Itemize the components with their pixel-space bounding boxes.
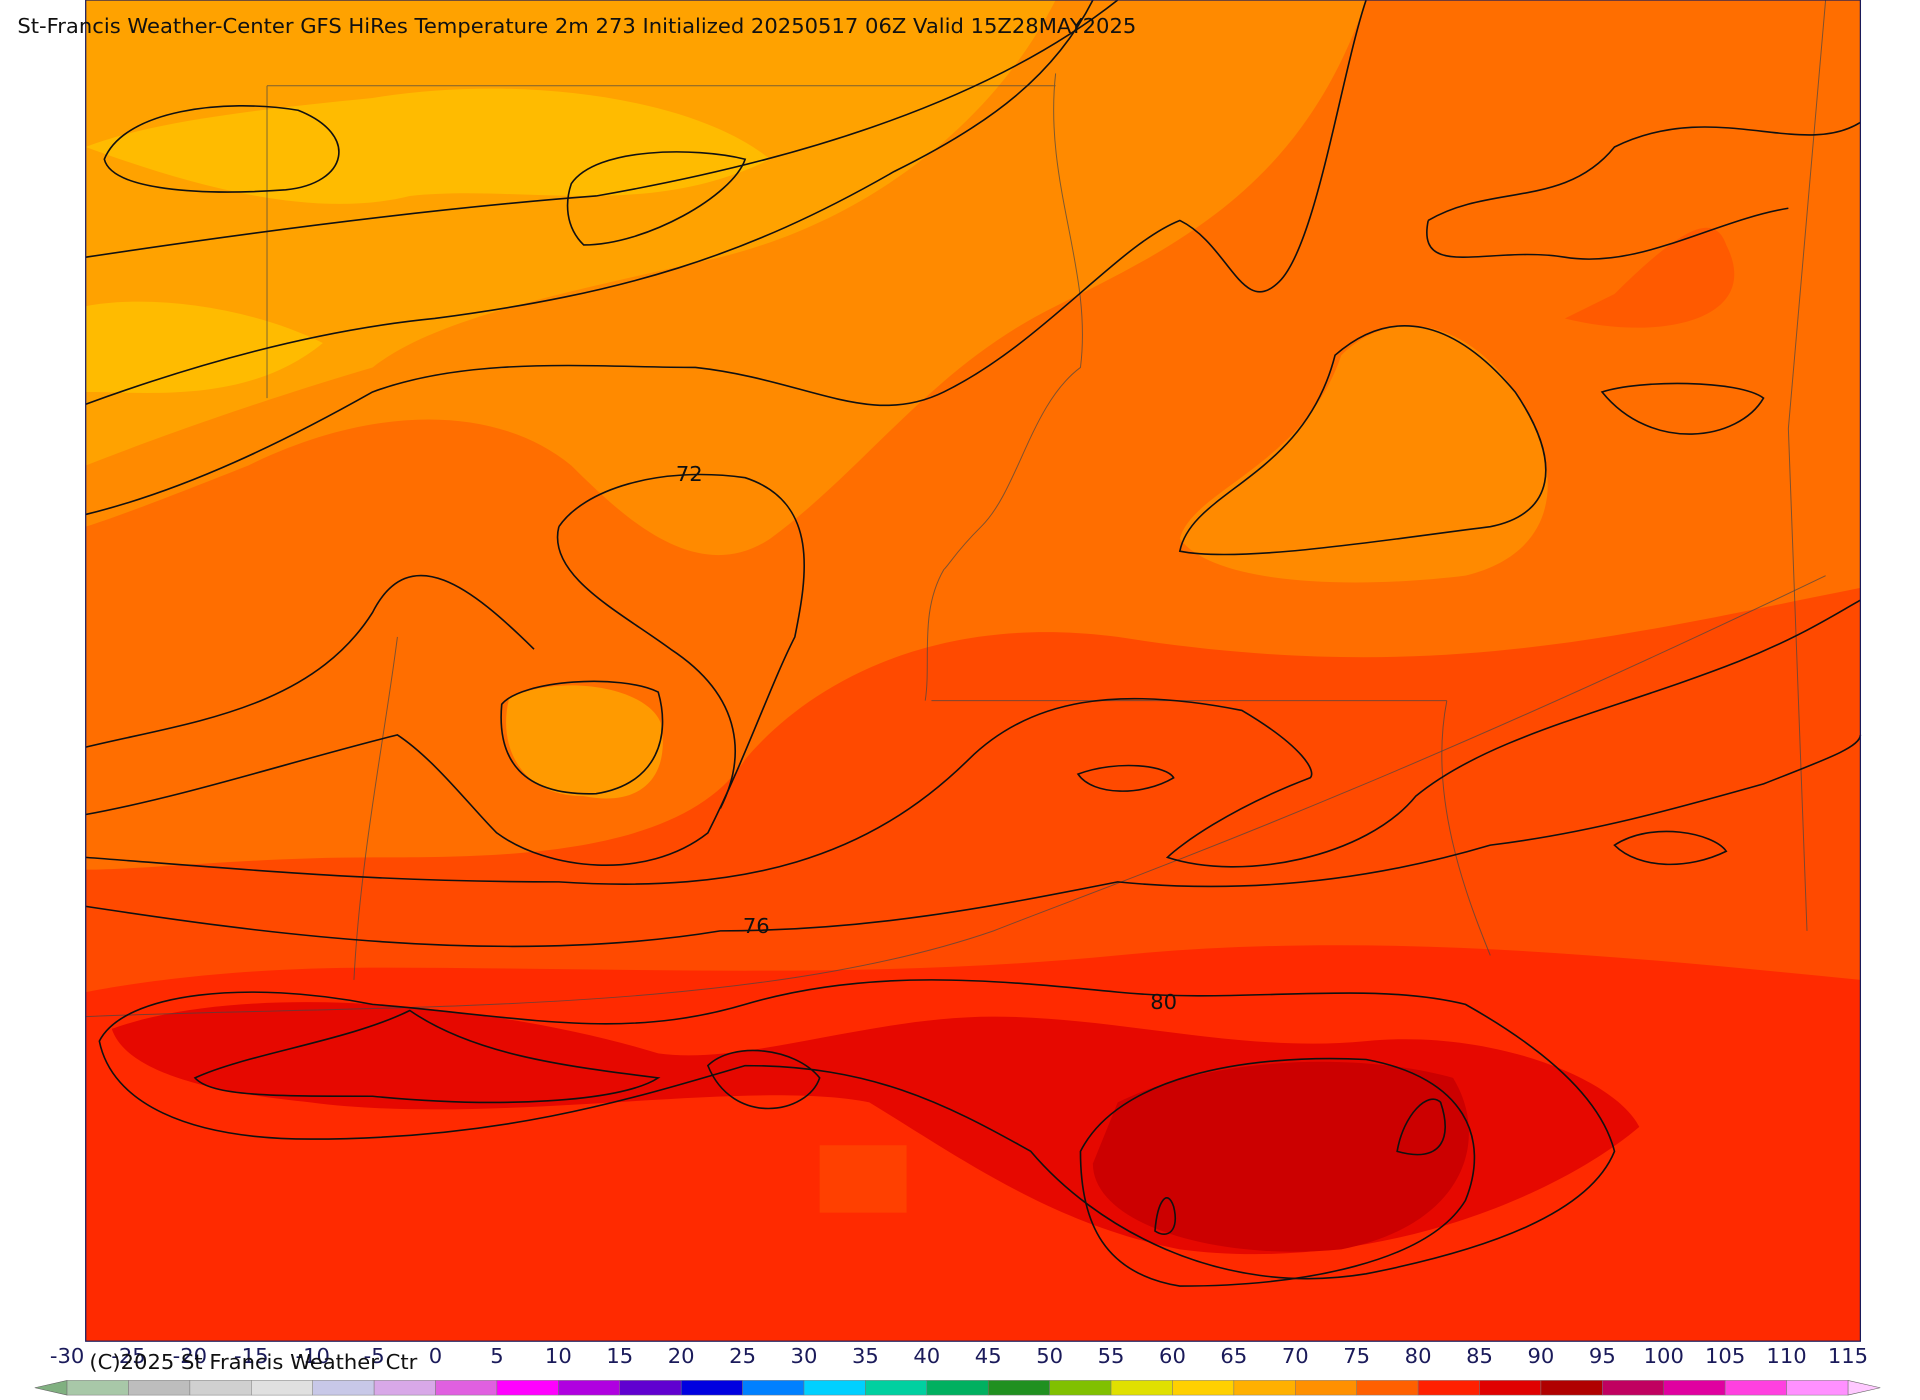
colorbar-cell	[926, 1380, 989, 1396]
colorbar-cell	[435, 1380, 498, 1396]
colorbar-tick-label: 65	[1220, 1344, 1247, 1368]
colorbar-cell	[66, 1380, 129, 1396]
colorbar-cell	[742, 1380, 805, 1396]
colorbar-cell	[496, 1380, 559, 1396]
colorbar-cell	[803, 1380, 866, 1396]
colorbar-tick-label: 100	[1644, 1344, 1684, 1368]
colorbar-tick-label: -30	[50, 1344, 84, 1368]
temp-blob	[85, 88, 770, 393]
colorbar-tick-label: 45	[975, 1344, 1002, 1368]
colorbar-tick-label: 75	[1343, 1344, 1370, 1368]
colorbar-tick-label: 5	[490, 1344, 503, 1368]
colorbar-tick-label: 95	[1589, 1344, 1616, 1368]
colorbar-cell	[1049, 1380, 1112, 1396]
colorbar-tick-label: -20	[173, 1344, 207, 1368]
colorbar-tick-label: 55	[1098, 1344, 1125, 1368]
colorbar-tick-label: 115	[1828, 1344, 1868, 1368]
colorbar-cell	[1663, 1380, 1726, 1396]
colorbar-cell	[680, 1380, 743, 1396]
colorbar-cell	[987, 1380, 1050, 1396]
colorbar-cell	[1479, 1380, 1542, 1396]
colorbar-cell	[189, 1380, 252, 1396]
temp-blob	[506, 685, 663, 799]
colorbar-tick-label: 30	[791, 1344, 818, 1368]
colorbar-tick-label: 15	[606, 1344, 633, 1368]
colorbar-cell	[1786, 1380, 1849, 1396]
colorbar-cell	[1417, 1380, 1480, 1396]
colorbar-cell	[128, 1380, 191, 1396]
colorbar-tick-label: 35	[852, 1344, 879, 1368]
colorbar-cell	[1540, 1380, 1603, 1396]
temp-blob	[1092, 1061, 1469, 1252]
colorbar-cell	[1233, 1380, 1296, 1396]
colorbar-tick-label: 20	[668, 1344, 695, 1368]
colorbar-cell	[865, 1380, 928, 1396]
colorbar-tick-label: 10	[545, 1344, 572, 1368]
colorbar-cell	[1295, 1380, 1357, 1396]
colorbar-tick-label: 110	[1766, 1344, 1806, 1368]
temp-blob	[1179, 325, 1548, 583]
colorbar-cell	[373, 1380, 436, 1396]
colorbar-cell	[619, 1380, 682, 1396]
copyright: (C)2025 St Francis Weather Ctr	[89, 1350, 417, 1374]
colorbar-cell	[558, 1380, 621, 1396]
colorbar-tick-label: 50	[1036, 1344, 1063, 1368]
borders	[85, 0, 1827, 1018]
contour-label: 80	[1150, 990, 1177, 1014]
colorbar-tick-label: -15	[234, 1344, 268, 1368]
colorbar-arrow	[1847, 1380, 1881, 1396]
contours	[85, 0, 1862, 1287]
title: St-Francis Weather-Center GFS HiRes Temp…	[17, 14, 1136, 38]
contour-label: 76	[743, 914, 770, 938]
map-frame	[85, 0, 1862, 1342]
colorbar: -30 -25 -20 -15 -10 -5 0 5 10 15 20 25 30 35 40 45 50 55 6…	[34, 1344, 1881, 1396]
colorbar-tick-label: -25	[111, 1344, 145, 1368]
colorbar-cell	[1172, 1380, 1235, 1396]
colorbar-cell	[312, 1380, 375, 1396]
contour-label: 72	[676, 462, 703, 486]
temp-blob	[819, 1145, 907, 1213]
colorbar-cell	[1724, 1380, 1787, 1396]
colorbar-cell	[1110, 1380, 1173, 1396]
colorbar-cell	[251, 1380, 313, 1396]
colorbar-tick-label: 85	[1466, 1344, 1493, 1368]
colorbar-tick-label: 60	[1159, 1344, 1186, 1368]
colorbar-tick-label: 80	[1405, 1344, 1432, 1368]
colorbar-tick-label: 40	[913, 1344, 940, 1368]
colorbar-tick-label: -10	[295, 1344, 329, 1368]
colorbar-tick-label: 25	[729, 1344, 756, 1368]
colorbar-arrow	[34, 1380, 68, 1396]
colorbar-tick-label: 90	[1527, 1344, 1554, 1368]
colorbar-cell	[1602, 1380, 1664, 1396]
colorbar-tick-label: 0	[429, 1344, 442, 1368]
colorbar-cell	[1356, 1380, 1419, 1396]
colorbar-tick-label: 70	[1282, 1344, 1309, 1368]
colorbar-tick-label: -5	[364, 1344, 385, 1368]
map: 72 76 80	[85, 0, 1862, 1342]
temp-blob	[1564, 227, 1735, 328]
colorbar-tick-label: 105	[1705, 1344, 1745, 1368]
